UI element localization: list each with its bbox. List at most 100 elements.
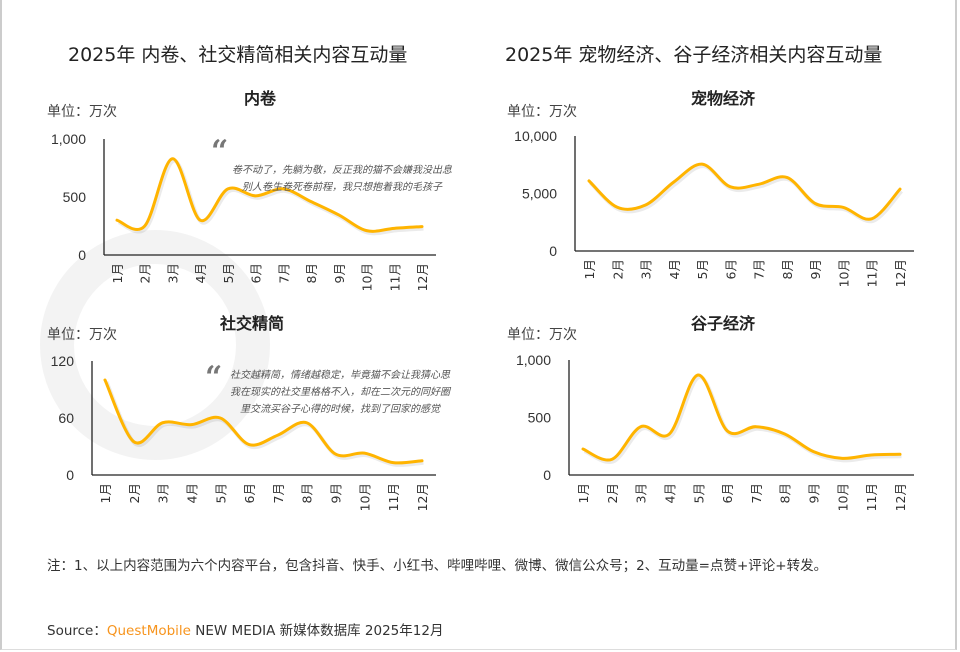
data-point xyxy=(729,185,732,188)
data-point xyxy=(143,225,146,228)
x-tick-label: 4月 xyxy=(667,259,682,279)
data-point xyxy=(116,219,119,222)
x-tick-label: 10月 xyxy=(357,483,372,511)
y-tick-label: 0 xyxy=(549,243,557,259)
data-point xyxy=(171,157,174,160)
x-tick-label: 12月 xyxy=(893,483,908,511)
x-tick-label: 5月 xyxy=(695,259,710,279)
x-tick-label: 6月 xyxy=(720,483,735,503)
x-tick-label: 11月 xyxy=(387,263,402,291)
data-point xyxy=(639,425,642,428)
y-tick-label: 0 xyxy=(66,467,74,483)
data-point xyxy=(842,206,845,209)
x-tick-label: 11月 xyxy=(386,483,401,511)
data-point xyxy=(899,188,902,191)
data-point xyxy=(726,429,729,432)
data-point xyxy=(870,453,873,456)
data-point xyxy=(814,202,817,205)
series-line xyxy=(103,378,424,465)
series-line xyxy=(587,162,902,221)
x-tick-label: 9月 xyxy=(329,483,344,503)
data-point xyxy=(337,213,340,216)
data-point xyxy=(190,423,193,426)
x-tick-label: 12月 xyxy=(893,259,908,287)
x-tick-label: 6月 xyxy=(242,483,257,503)
data-point xyxy=(812,450,815,453)
x-tick-label: 5月 xyxy=(213,483,228,503)
x-tick-label: 11月 xyxy=(865,259,880,287)
x-tick-label: 7月 xyxy=(276,263,291,283)
source-text: NEW MEDIA 新媒体数据库 2025年12月 xyxy=(190,623,444,639)
chart-title-shejiao: 社交精简 xyxy=(219,314,285,333)
x-tick-label: 8月 xyxy=(778,483,793,503)
x-tick-label: 11月 xyxy=(864,483,879,511)
y-tick-label: 60 xyxy=(58,410,74,426)
x-tick-label: 8月 xyxy=(780,259,795,279)
x-tick-label: 2月 xyxy=(138,263,153,283)
x-tick-label: 4月 xyxy=(662,483,677,503)
x-tick-label: 1月 xyxy=(110,263,125,283)
source-brand: QuestMobile xyxy=(106,623,191,639)
data-point xyxy=(334,453,337,456)
x-tick-label: 5月 xyxy=(221,263,236,283)
data-point xyxy=(421,459,424,462)
data-point xyxy=(841,457,844,460)
x-tick-label: 3月 xyxy=(165,263,180,283)
quote-shejiao: 社交越精简，情绪越稳定，毕竟猫不会让我猜心思 我在现实的社交里格格不入，却在二次… xyxy=(230,367,450,418)
source-label: Source： xyxy=(47,623,107,639)
data-point xyxy=(363,452,366,455)
data-point xyxy=(132,440,135,443)
data-point xyxy=(757,183,760,186)
data-point xyxy=(161,421,164,424)
unit-label-shejiao: 单位：万次 xyxy=(47,327,117,343)
x-tick-label: 7月 xyxy=(271,483,286,503)
right-panel-title: 2025年 宠物经济、谷子经济相关内容互动量 xyxy=(505,44,883,66)
data-point xyxy=(644,204,647,207)
data-point xyxy=(582,448,585,451)
quote-mark-icon: “ xyxy=(205,360,223,395)
data-point xyxy=(899,453,902,456)
x-tick-label: 7月 xyxy=(749,483,764,503)
chart-title-chongwu: 宠物经济 xyxy=(690,89,756,108)
x-tick-label: 6月 xyxy=(249,263,264,283)
data-point xyxy=(199,219,202,222)
unit-label-neijuan: 单位：万次 xyxy=(47,104,117,120)
x-tick-label: 12月 xyxy=(415,483,430,511)
x-tick-label: 10月 xyxy=(360,263,375,291)
x-tick-label: 2月 xyxy=(127,483,142,503)
x-tick-label: 1月 xyxy=(576,483,591,503)
data-point xyxy=(783,432,786,435)
x-tick-label: 5月 xyxy=(691,483,706,503)
quote-line: 我在现实的社交里格格不入，却在二次元的同好圈 xyxy=(230,387,450,398)
data-point xyxy=(697,373,700,376)
source-line: Source：QuestMobile NEW MEDIA 新媒体数据库 2025… xyxy=(47,619,443,639)
series-line-shadow xyxy=(104,381,424,467)
x-tick-label: 9月 xyxy=(808,259,823,279)
data-point xyxy=(305,421,308,424)
series-line-shadow xyxy=(117,158,424,236)
data-point xyxy=(610,458,613,461)
x-tick-label: 3月 xyxy=(156,483,171,503)
quote-line: 卷不动了，先躺为敬，反正我的猫不会嫌我没出息 xyxy=(232,165,452,176)
x-tick-label: 8月 xyxy=(304,263,319,283)
quote-line: 里交流买谷子心得的时候，找到了回家的感觉 xyxy=(240,404,440,415)
data-point xyxy=(393,227,396,230)
y-tick-label: 10,000 xyxy=(514,128,557,144)
data-point xyxy=(588,179,591,182)
quote-neijuan: 卷不动了，先躺为敬，反正我的猫不会嫌我没出息 别人卷生卷死卷前程，我只想抱着我的… xyxy=(232,162,452,196)
data-point xyxy=(226,187,229,190)
x-tick-label: 4月 xyxy=(184,483,199,503)
left-panel-title: 2025年 内卷、社交精简相关内容互动量 xyxy=(68,44,408,66)
data-point xyxy=(785,176,788,179)
data-point xyxy=(421,225,424,228)
data-point xyxy=(668,432,671,435)
series-line xyxy=(581,373,902,462)
data-point xyxy=(616,206,619,209)
y-tick-label: 5,000 xyxy=(522,186,557,202)
x-tick-label: 4月 xyxy=(193,263,208,283)
data-point xyxy=(248,443,251,446)
footnote: 注：1、以上内容范围为六个内容平台，包含抖音、快手、小红书、哔哩哔哩、微博、微信… xyxy=(47,558,828,574)
x-tick-label: 12月 xyxy=(415,263,430,291)
